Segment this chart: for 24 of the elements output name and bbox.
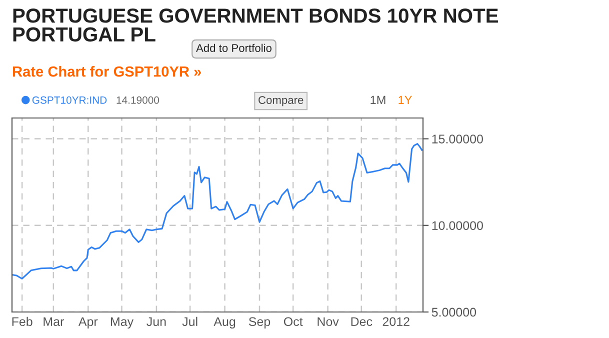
text: Compare bbox=[258, 96, 304, 106]
x-tick-label: Aug bbox=[214, 317, 236, 329]
y-tick-label: 15.00000 bbox=[432, 134, 483, 144]
y-tick-label: 5.00000 bbox=[432, 308, 476, 317]
chart-title: PORTUGUESE GOVERNMENT BONDS 10YR NOTE PORTUGAL PL bbox=[13, 8, 498, 42]
x-tick-label: Jul bbox=[182, 316, 198, 326]
x-tick-label: Feb bbox=[12, 316, 32, 326]
x-tick-label: May bbox=[110, 317, 134, 329]
x-tick-label: 2012 bbox=[382, 317, 410, 326]
y-tick-label: 10.00000 bbox=[432, 221, 483, 230]
text: 14.19000 bbox=[116, 96, 160, 104]
line-series bbox=[12, 143, 423, 280]
x-tick-label: Dec bbox=[351, 317, 372, 326]
chart-subtitle: Rate Chart for GSPT10YR » bbox=[12, 66, 201, 77]
legend-label: GSPT10YR:IND bbox=[32, 96, 107, 104]
x-tick-label: Oct bbox=[284, 317, 303, 326]
x-tick-label: Apr bbox=[78, 317, 98, 329]
x-tick-label: Sep bbox=[248, 317, 270, 329]
text: 1Y bbox=[398, 96, 412, 104]
x-tick-label: Nov bbox=[318, 317, 339, 326]
text: 1M bbox=[370, 96, 386, 104]
x-tick-label: Jun bbox=[146, 317, 166, 326]
x-tick-label: Mar bbox=[44, 317, 64, 326]
text: Add to Portfolio bbox=[196, 44, 272, 52]
